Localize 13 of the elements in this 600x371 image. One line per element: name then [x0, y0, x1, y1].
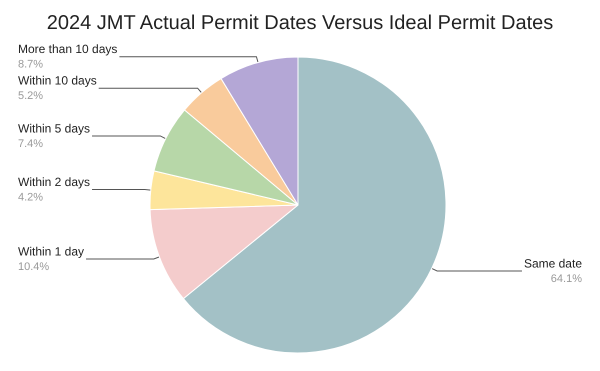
slice-label: Same date — [524, 256, 582, 271]
slice-label: Within 1 day — [18, 244, 84, 258]
data-label: 7.4% — [18, 138, 44, 150]
data-label: 64.1% — [550, 273, 582, 286]
chart-title: 2024 JMT Actual Permit Dates Versus Ideal Permit Dates — [46, 12, 554, 34]
slice-label: More than 10 days — [18, 42, 118, 56]
data-label: 5.2% — [18, 90, 44, 102]
data-label: 8.7% — [18, 58, 44, 71]
data-label: 10.4% — [18, 260, 50, 273]
slice-label: Within 10 days — [18, 74, 97, 88]
slice-label: Within 5 days — [18, 121, 90, 136]
slice-label: Within 2 days — [18, 175, 90, 190]
data-label: 4.2% — [18, 192, 44, 204]
